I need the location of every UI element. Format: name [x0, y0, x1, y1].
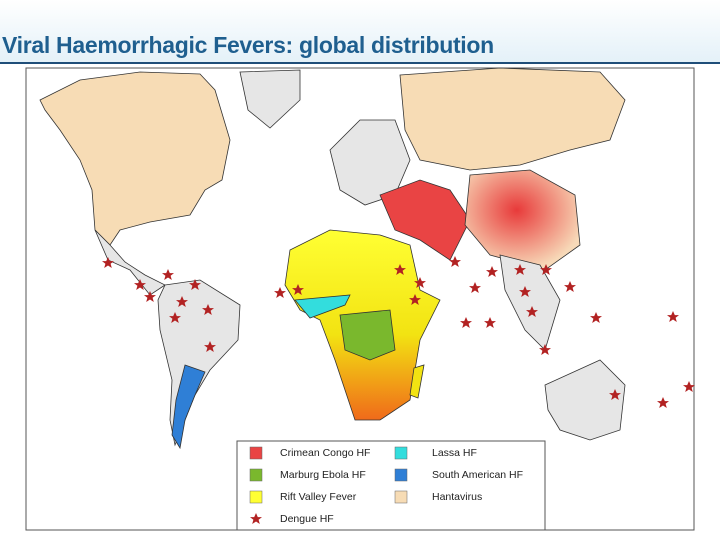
legend-label: South American HF	[432, 469, 523, 481]
legend-swatch	[249, 490, 263, 504]
legend-swatch	[249, 468, 263, 482]
legend-label: Crimean Congo HF	[280, 447, 370, 459]
title-band	[0, 0, 720, 62]
map	[39, 67, 626, 450]
legend-box	[236, 440, 546, 531]
slide-title: Viral Haemorrhagic Fevers: global distri…	[2, 32, 494, 58]
legend-label: Lassa HF	[432, 447, 477, 459]
legend-swatch	[394, 490, 408, 504]
legend-label: Hantavirus	[432, 491, 482, 503]
legend-label: Rift Valley Fever	[280, 491, 357, 503]
legend-swatch	[394, 468, 408, 482]
legend: Crimean Congo HF Lassa HF Marburg Ebola HF…	[249, 446, 523, 525]
legend-swatch	[394, 446, 408, 460]
legend-swatch	[249, 446, 263, 460]
legend-marker	[250, 513, 262, 524]
legend-label: Marburg Ebola HF	[280, 469, 366, 481]
legend-label: Dengue HF	[280, 513, 334, 525]
